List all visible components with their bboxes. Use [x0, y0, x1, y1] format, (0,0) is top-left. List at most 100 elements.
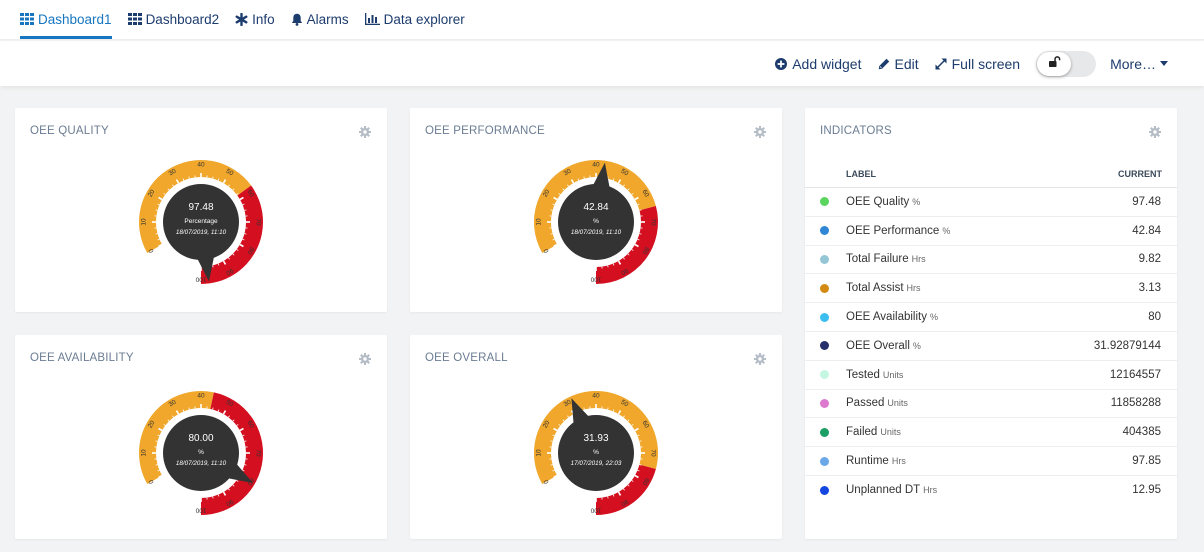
row-unit: Hrs [906, 283, 921, 294]
row-label: Runtime [846, 455, 889, 468]
gear-icon[interactable] [359, 352, 371, 370]
tab-data-explorer[interactable]: Data explorer [364, 0, 465, 36]
gauge-minor-tick [562, 188, 565, 191]
gauge-tick-label: 40 [197, 162, 205, 169]
gear-icon[interactable] [754, 125, 766, 143]
gauge-tick-label: 10 [141, 218, 148, 226]
gauge-minor-tick [167, 188, 170, 191]
table-row: OEE Availability% 80 [805, 303, 1177, 332]
gauge-minor-tick [242, 469, 245, 472]
gauge-alert-band [201, 185, 263, 284]
gauge-tick-label: 0 [148, 478, 156, 485]
lock-toggle[interactable] [1036, 50, 1097, 77]
gauge-minor-tick [242, 203, 245, 206]
gauge-minor-tick [550, 209, 553, 211]
gauge-center [163, 415, 239, 491]
gauge-minor-tick [188, 176, 190, 179]
gauge-tick-label: 70 [650, 449, 657, 457]
gauge-tick-label: 60 [641, 420, 651, 430]
gauge-alert-band [201, 392, 263, 515]
column-header-label: LABEL [846, 168, 876, 179]
row-label: Passed [846, 397, 885, 410]
gauge-minor-tick [163, 193, 166, 195]
gauge-minor-tick [607, 496, 609, 499]
row-label: OEE Availability [846, 311, 927, 324]
gauge-minor-tick [623, 488, 625, 491]
gauge-minor-tick [631, 249, 634, 251]
tab-label: Data explorer [383, 11, 465, 27]
gauge-minor-tick [236, 249, 239, 251]
row-unit: Hrs [911, 254, 926, 265]
table-row: Runtime Hrs 97.85 [805, 447, 1177, 476]
tab-alarms[interactable]: Alarms [291, 0, 349, 36]
row-label: Failed [846, 426, 878, 439]
gauge-minor-tick [627, 253, 630, 256]
row-value: 12.95 [1132, 484, 1161, 497]
gauge-timestamp: 17/07/2019, 22:03 [571, 460, 622, 467]
gauge-tick-label: 30 [563, 168, 573, 178]
gear-icon[interactable] [754, 352, 766, 370]
gauge-minor-tick [558, 424, 561, 426]
gauge-minor-tick [577, 178, 580, 181]
full-screen-button[interactable]: Full screen [935, 56, 1020, 72]
gauge-tick-label: 0 [543, 247, 551, 254]
gauge-minor-tick [612, 409, 615, 412]
gauge-minor-tick [212, 407, 214, 410]
pencil-icon [878, 58, 890, 70]
widget-title: OEE PERFORMANCE [425, 125, 545, 137]
gauge-timestamp: 18/07/2019, 11:10 [571, 229, 622, 236]
gauge-minor-tick [623, 184, 625, 187]
gauge-tick-label: 10 [536, 218, 543, 226]
row-value: 97.48 [1132, 195, 1161, 208]
gauge-minor-tick [639, 209, 642, 211]
gauge-minor-tick [232, 188, 235, 191]
gauge-minor-tick [552, 434, 555, 437]
gauge-normal-band [139, 391, 214, 484]
series-color-dot [820, 226, 829, 236]
series-color-dot [820, 398, 829, 408]
gauge-minor-tick [244, 464, 247, 466]
gauge-minor-tick [228, 184, 230, 187]
tab-dashboard1[interactable]: Dashboard1 [20, 0, 112, 39]
gear-icon[interactable] [359, 125, 371, 143]
gauge-minor-tick [627, 419, 630, 422]
gauge-minor-tick [627, 484, 630, 487]
gauge-minor-tick [552, 203, 555, 206]
row-label: OEE Quality [846, 195, 910, 208]
gauge-minor-tick [182, 178, 185, 181]
edit-button[interactable]: Edit [878, 56, 919, 72]
gauge-minor-tick [157, 469, 160, 472]
gauge-minor-tick [157, 203, 160, 206]
gauge-minor-tick [552, 469, 555, 472]
caret-down-icon [1160, 61, 1168, 66]
gauge-minor-tick [612, 263, 615, 266]
gauge-minor-tick [228, 415, 230, 418]
gauge-tick-label: 70 [650, 218, 657, 226]
column-header-current: CURRENT [1118, 168, 1162, 179]
gauge-minor-tick [157, 238, 160, 241]
gauge-tick-label: 70 [255, 449, 262, 457]
widget-oee-availability: OEE AVAILABILITY 01020304050607080901008… [15, 335, 387, 539]
table-row: Tested Units 12164557 [805, 361, 1177, 390]
tab-info[interactable]: Info [235, 0, 275, 36]
gear-icon[interactable] [1149, 125, 1161, 143]
tab-dashboard2[interactable]: Dashboard2 [127, 0, 219, 36]
gauge-tick-label: 20 [147, 419, 157, 429]
more-menu-button[interactable]: More… [1110, 56, 1168, 72]
oee-availability-gauge: 010203040506070809010080.00%18/07/2019, … [139, 391, 263, 515]
gauge-minor-tick [242, 238, 245, 241]
gauge-minor-tick [167, 419, 170, 422]
add-widget-button[interactable]: Add widget [775, 56, 862, 72]
gauge-minor-tick [244, 440, 247, 442]
widget-indicators: INDICATORS LABEL CURRENT OEE Quality% 97.… [805, 108, 1177, 539]
row-unit: % [942, 225, 951, 236]
row-label: Total Assist [846, 282, 904, 295]
gauge-tick [634, 196, 639, 201]
row-unit: Hrs [923, 485, 938, 496]
gauge-tick [239, 196, 244, 201]
more-label: More… [1110, 55, 1156, 72]
row-unit: % [929, 312, 938, 323]
gauge-minor-tick [583, 407, 585, 410]
gauge-tick-label: 0 [148, 247, 156, 254]
gauge-value: 80.00 [188, 433, 213, 444]
